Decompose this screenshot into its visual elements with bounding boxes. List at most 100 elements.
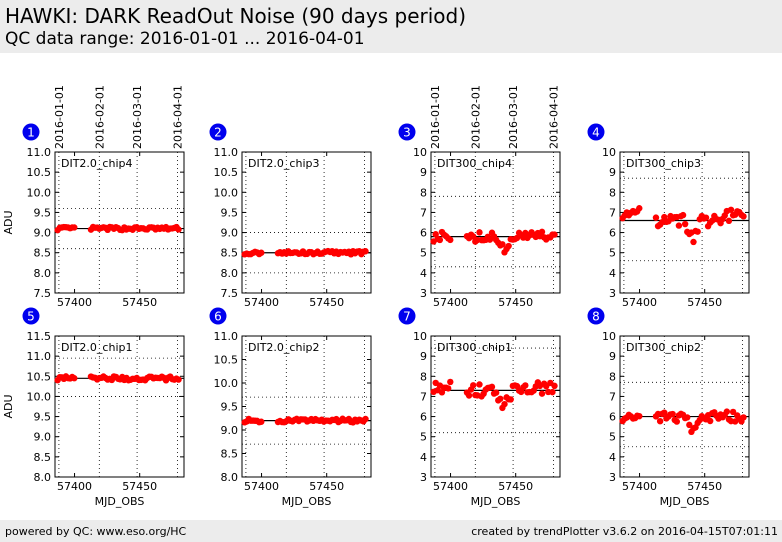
panel-name: DIT2.0_chip4 xyxy=(61,157,132,170)
y-tick-label: 4 xyxy=(609,267,616,280)
x-tick-label: 57450 xyxy=(122,296,157,309)
panel-frame xyxy=(54,335,185,478)
date-tick-label: 2016-02-01 xyxy=(93,85,106,149)
y-tick-label: 5 xyxy=(420,247,427,260)
data-point xyxy=(690,238,697,246)
panel-number: 6 xyxy=(214,310,222,324)
panel-5: 8.0 8.5 9.0 9.5 10.0 10.5 11.0 11.5 57400 57450 DI… xyxy=(2,307,185,508)
y-tick-label: 9 xyxy=(609,350,616,363)
y-tick-label: 10.0 xyxy=(214,186,239,199)
data-point xyxy=(740,213,747,220)
y-tick-label: 9.5 xyxy=(221,401,239,414)
data-point xyxy=(258,418,265,425)
panel-1: 7.5 8.0 8.5 9.0 9.5 10.0 10.5 11.0 57400 57450 DIT… xyxy=(2,123,185,309)
data-point xyxy=(447,236,454,244)
footer-created-by: created by trendPlotter v3.6.2 on 2016-0… xyxy=(471,525,778,538)
date-tick-label: 2016-04-01 xyxy=(547,85,560,149)
panel-number: 4 xyxy=(592,126,600,140)
data-point xyxy=(258,249,265,256)
y-axis-label: ADU xyxy=(2,210,15,234)
x-tick-label: 57450 xyxy=(122,480,157,493)
y-tick-label: 9.0 xyxy=(34,431,52,444)
data-point xyxy=(727,206,735,213)
y-tick-label: 8 xyxy=(609,186,616,199)
y-tick-label: 8.5 xyxy=(34,451,52,464)
y-tick-label: 10 xyxy=(602,330,616,343)
data-point xyxy=(175,376,182,383)
date-tick-label: 2016-01-01 xyxy=(53,85,66,149)
y-tick-label: 10 xyxy=(602,146,616,159)
data-point xyxy=(551,231,558,238)
footer-bar: powered by QC: www.eso.org/HC created by… xyxy=(0,520,782,542)
data-point xyxy=(470,233,477,240)
y-tick-label: 7 xyxy=(609,206,616,219)
data-point xyxy=(673,418,681,425)
panel-number: 3 xyxy=(403,126,411,140)
y-tick-label: 11.0 xyxy=(27,350,52,363)
data-point xyxy=(740,414,747,421)
y-tick-label: 7.5 xyxy=(34,287,52,300)
y-tick-label: 6 xyxy=(420,411,427,424)
data-point xyxy=(538,390,546,397)
panel-name: DIT300_chip2 xyxy=(626,341,701,354)
y-tick-label: 10 xyxy=(413,330,427,343)
x-tick-label: 57450 xyxy=(687,480,722,493)
y-tick-label: 10.5 xyxy=(27,166,52,179)
data-point xyxy=(436,236,444,244)
x-tick-label: 57400 xyxy=(622,480,657,493)
y-tick-label: 7 xyxy=(420,206,427,219)
x-tick-label: 57400 xyxy=(433,480,468,493)
data-point xyxy=(551,382,558,390)
y-tick-label: 9 xyxy=(609,166,616,179)
panel-8: 3 4 5 6 7 8 9 10 57400 57450 DIT300_chip2 8 MJD_OBS xyxy=(587,307,750,508)
date-tick-label: 2016-03-01 xyxy=(507,85,520,149)
panel-number-badge xyxy=(398,123,416,141)
data-point xyxy=(656,417,664,425)
y-tick-label: 8 xyxy=(420,370,427,383)
data-point xyxy=(476,229,483,236)
y-tick-label: 7 xyxy=(420,390,427,403)
panel-number-badge xyxy=(209,307,227,325)
panel-2: 7.5 8.0 8.5 9.0 9.5 10.0 10.5 11.0 57400 57450 DIT… xyxy=(209,123,372,309)
panel-6: 8.0 8.5 9.0 9.5 10.0 10.5 11.0 57400 57450 DIT2.0… xyxy=(209,307,372,508)
panel-frame xyxy=(54,151,185,294)
x-tick-label: 57400 xyxy=(622,296,657,309)
date-tick-label: 2016-01-01 xyxy=(429,85,442,149)
data-point xyxy=(499,241,506,248)
data-point xyxy=(362,415,369,423)
data-point xyxy=(476,381,483,388)
y-tick-label: 8.0 xyxy=(221,267,239,280)
y-tick-label: 11.0 xyxy=(214,330,239,343)
data-point xyxy=(497,395,504,402)
y-tick-label: 8.5 xyxy=(221,448,239,461)
x-tick-label: 57400 xyxy=(57,480,92,493)
data-point xyxy=(549,388,556,396)
y-tick-label: 8.5 xyxy=(221,247,239,260)
data-point xyxy=(681,220,689,228)
data-point xyxy=(684,414,691,421)
y-tick-label: 9.0 xyxy=(34,227,52,240)
y-tick-label: 10.0 xyxy=(27,390,52,403)
y-tick-label: 11.5 xyxy=(27,330,52,343)
y-tick-label: 6 xyxy=(609,227,616,240)
y-tick-label: 8.0 xyxy=(34,267,52,280)
y-tick-label: 8 xyxy=(609,370,616,383)
y-tick-label: 10.0 xyxy=(27,186,52,199)
x-tick-label: 57400 xyxy=(57,296,92,309)
x-tick-label: 57450 xyxy=(687,296,722,309)
x-axis-label: MJD_OBS xyxy=(471,495,521,508)
data-point xyxy=(465,392,473,399)
date-tick-label: 2016-04-01 xyxy=(171,85,184,149)
data-point xyxy=(445,385,452,392)
y-tick-label: 10.5 xyxy=(214,166,239,179)
panel-number: 2 xyxy=(214,126,222,140)
panel-frame xyxy=(619,335,750,478)
y-tick-label: 11.0 xyxy=(214,146,239,159)
y-tick-label: 3 xyxy=(420,287,427,300)
y-tick-label: 4 xyxy=(420,451,427,464)
data-point xyxy=(636,412,643,420)
y-tick-label: 10.5 xyxy=(27,370,52,383)
panel-7: 3 4 5 6 7 8 9 10 57400 57450 DIT300_chip1 7 MJD_OBS xyxy=(398,307,561,508)
x-tick-label: 57450 xyxy=(309,296,344,309)
data-point xyxy=(362,248,369,255)
